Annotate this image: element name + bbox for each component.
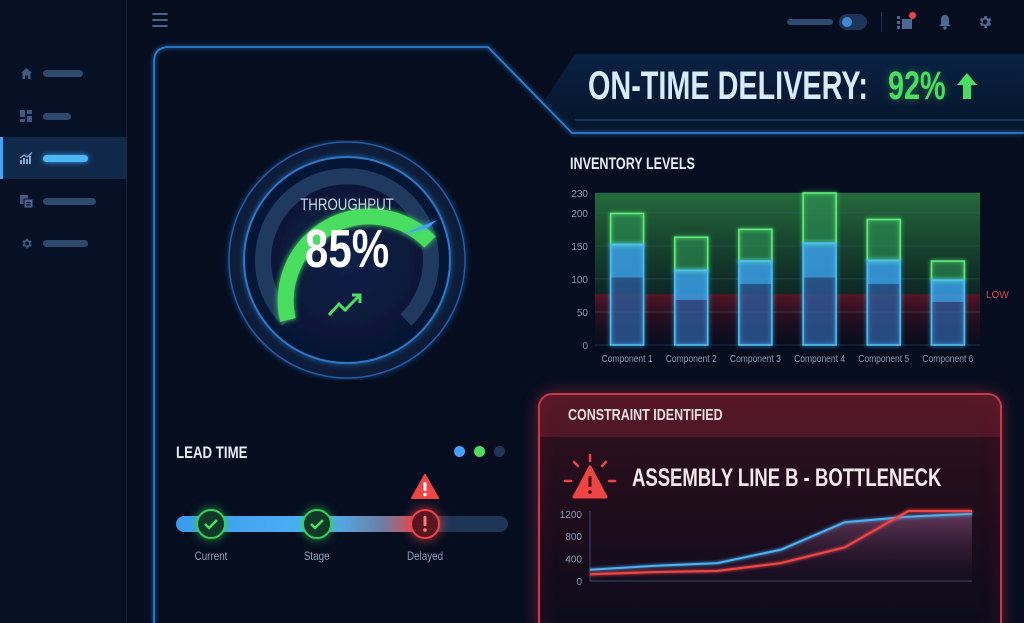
menu-icon[interactable] — [152, 13, 168, 27]
svg-text:LOW: LOW — [986, 290, 1009, 301]
analytics-icon — [19, 151, 33, 165]
svg-text:Component 5: Component 5 — [858, 353, 909, 364]
sidebar-item-home[interactable] — [0, 52, 127, 94]
stage-current-node[interactable] — [196, 509, 226, 539]
constraint-panel: CONSTRAINT IDENTIFIED ASSEMBLY LINE B - … — [538, 393, 1002, 623]
throughput-label: THROUGHPUT — [300, 195, 394, 214]
sidebar-item-dashboard[interactable] — [0, 95, 127, 137]
inventory-bar-chart: 0 50 100 150 200 230 Component 1 Component 2 Com… — [571, 189, 1009, 364]
sidebar-item-settings[interactable] — [0, 222, 127, 264]
search-bar-placeholder[interactable] — [787, 19, 833, 25]
svg-text:800: 800 — [565, 532, 582, 543]
warning-icon — [411, 474, 439, 499]
topbar-actions — [787, 10, 994, 34]
svg-text:230: 230 — [571, 189, 588, 200]
bell-icon[interactable] — [936, 13, 954, 31]
svg-text:Component 4: Component 4 — [794, 353, 845, 364]
on-time-delivery-value: 92% — [888, 63, 946, 108]
constraint-header: CONSTRAINT IDENTIFIED — [540, 395, 1000, 437]
svg-text:Component 3: Component 3 — [730, 353, 781, 364]
sidebar-item-label — [43, 69, 83, 77]
exclamation-icon — [423, 516, 427, 532]
sidebar-item-label — [43, 239, 88, 247]
stage-stage-node[interactable] — [302, 509, 332, 539]
on-time-delivery-label: ON-TIME DELIVERY: — [588, 63, 869, 108]
home-icon — [19, 66, 33, 80]
stage-label: Current — [194, 549, 228, 563]
pager-dots — [454, 446, 505, 457]
svg-text:0: 0 — [576, 577, 582, 588]
sidebar-item-label — [43, 154, 88, 162]
gauge-ring — [228, 141, 466, 379]
svg-text:400: 400 — [565, 555, 582, 566]
gear-icon[interactable] — [976, 13, 994, 31]
bottleneck-message: ASSEMBLY LINE B - BOTTLENECK — [632, 463, 942, 492]
inventory-levels-title: INVENTORY LEVELS — [570, 154, 695, 173]
check-icon — [310, 519, 324, 530]
throughput-value: 85% — [304, 219, 390, 279]
sidebar-item-label — [43, 112, 71, 120]
svg-text:1200: 1200 — [560, 510, 583, 521]
bottleneck-alert[interactable]: ASSEMBLY LINE B - BOTTLENECK — [562, 453, 1000, 503]
svg-text:0: 0 — [582, 341, 588, 352]
sidebar-item-documents[interactable] — [0, 180, 127, 222]
dashboard-icon — [19, 109, 33, 123]
svg-text:Component 2: Component 2 — [666, 353, 717, 364]
notification-badge — [909, 12, 916, 19]
sidebar-item-analytics[interactable] — [0, 137, 127, 179]
settings-icon — [19, 236, 33, 250]
svg-text:Component 6: Component 6 — [922, 353, 973, 364]
toggle-switch[interactable] — [839, 14, 867, 30]
arrow-up-icon — [957, 73, 977, 99]
stage-delayed-node[interactable] — [410, 509, 440, 539]
documents-icon — [19, 194, 33, 208]
alert-warning-icon — [563, 453, 617, 499]
svg-text:200: 200 — [571, 209, 588, 220]
divider — [881, 12, 882, 32]
check-icon — [204, 519, 218, 530]
lead-time-title: LEAD TIME — [176, 443, 248, 462]
stage-label: Stage — [304, 549, 330, 563]
pager-dot[interactable] — [474, 446, 485, 457]
svg-text:150: 150 — [571, 242, 588, 253]
svg-text:50: 50 — [577, 308, 589, 319]
svg-text:100: 100 — [571, 275, 588, 286]
on-time-delivery-kpi: ON-TIME DELIVERY: 92% — [588, 58, 978, 114]
trend-line-chart: 0 400 800 1200 — [560, 510, 973, 588]
stage-label: Delayed — [406, 549, 444, 563]
pager-dot[interactable] — [454, 446, 465, 457]
throughput-gauge: THROUGHPUT 85% — [213, 140, 481, 380]
svg-text:Component 1: Component 1 — [602, 353, 653, 364]
sidebar — [0, 0, 127, 623]
pager-dot[interactable] — [494, 446, 505, 457]
sidebar-item-label — [43, 197, 96, 205]
tasks-icon[interactable] — [896, 12, 916, 31]
trend-up-icon — [327, 294, 361, 317]
